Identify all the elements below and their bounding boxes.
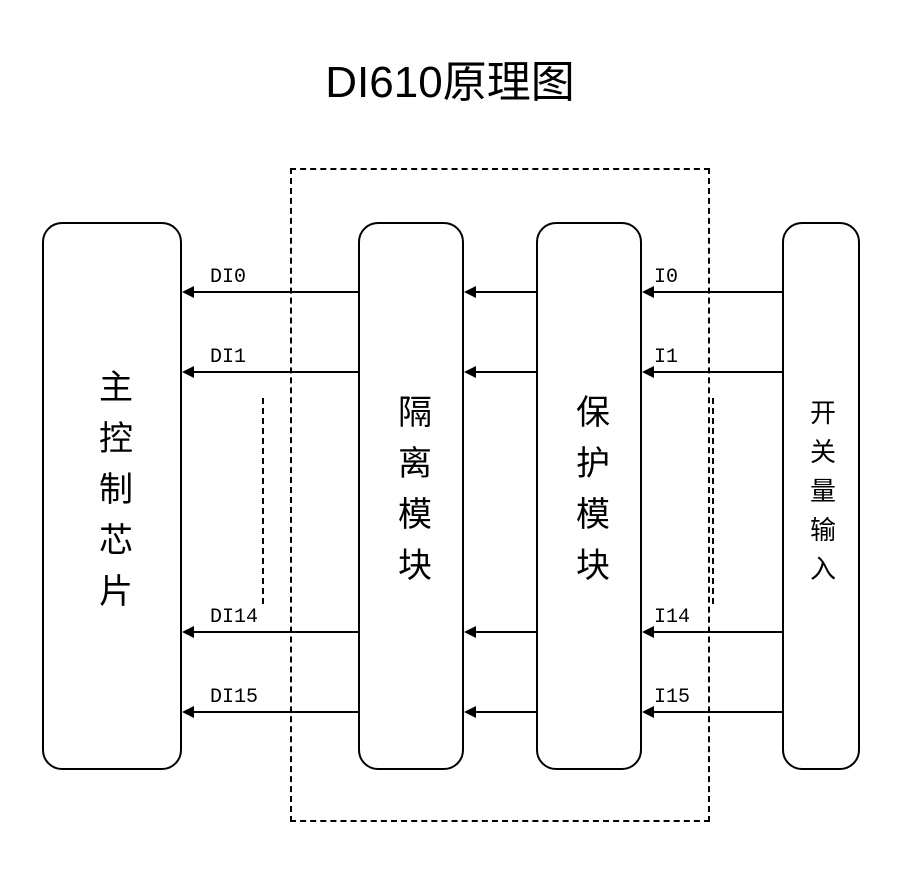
arrow-line: [194, 631, 358, 633]
arrow-line: [654, 291, 782, 293]
vertical-dash: [262, 398, 264, 604]
arrow-line: [476, 371, 536, 373]
block-protection: 保护模块: [536, 222, 642, 770]
dashed-group-box: [290, 168, 710, 822]
arrow-head-icon: [182, 706, 194, 718]
arrow-head-icon: [464, 286, 476, 298]
arrow-head-icon: [464, 626, 476, 638]
signal-label: DI14: [210, 606, 258, 629]
diagram-title: DI610原理图: [0, 46, 900, 110]
arrow-line: [476, 291, 536, 293]
signal-label: I14: [654, 606, 690, 629]
arrow-line: [194, 711, 358, 713]
signal-label: DI1: [210, 346, 246, 369]
arrow-line: [194, 371, 358, 373]
arrow-head-icon: [642, 626, 654, 638]
block-isolation: 隔离模块: [358, 222, 464, 770]
signal-label: I1: [654, 346, 678, 369]
arrow-head-icon: [642, 706, 654, 718]
block-main-chip-label: 主控制芯片: [88, 369, 137, 624]
signal-label: DI0: [210, 266, 246, 289]
arrow-line: [654, 371, 782, 373]
signal-label: DI15: [210, 686, 258, 709]
arrow-line: [476, 631, 536, 633]
block-main-chip: 主控制芯片: [42, 222, 182, 770]
arrow-line: [476, 711, 536, 713]
block-switch-input-label: 开关量输入: [803, 399, 840, 594]
signal-label: I0: [654, 266, 678, 289]
arrow-line: [194, 291, 358, 293]
arrow-head-icon: [642, 366, 654, 378]
arrow-head-icon: [182, 286, 194, 298]
arrow-line: [654, 631, 782, 633]
signal-label: I15: [654, 686, 690, 709]
arrow-head-icon: [642, 286, 654, 298]
arrow-line: [654, 711, 782, 713]
arrow-head-icon: [464, 366, 476, 378]
block-switch-input: 开关量输入: [782, 222, 860, 770]
block-isolation-label: 隔离模块: [387, 394, 436, 598]
vertical-dash: [712, 398, 714, 604]
arrow-head-icon: [182, 626, 194, 638]
arrow-head-icon: [464, 706, 476, 718]
block-protection-label: 保护模块: [565, 394, 614, 598]
arrow-head-icon: [182, 366, 194, 378]
